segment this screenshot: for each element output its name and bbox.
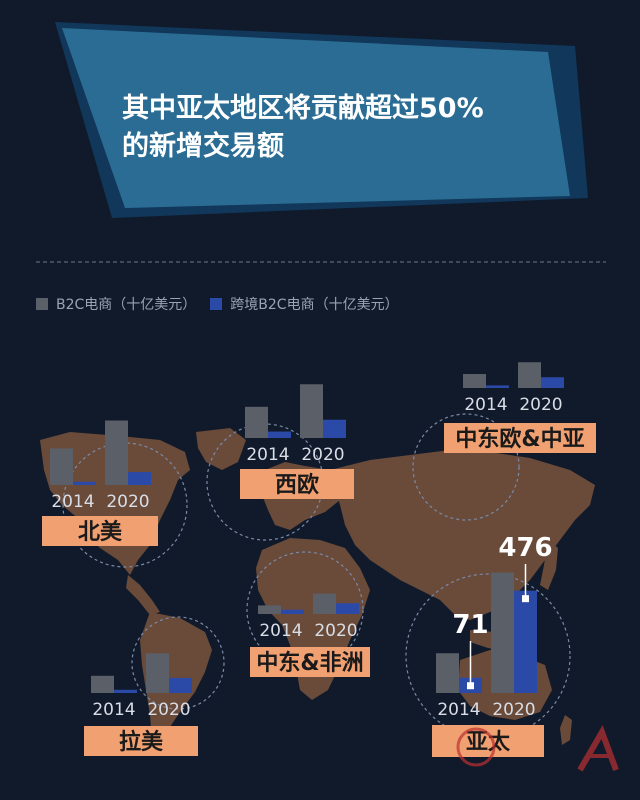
region-2-bar-cross-2020 xyxy=(541,377,564,388)
region-0-bar-b2c-2014 xyxy=(50,448,73,485)
region-3-label-box xyxy=(250,647,370,677)
region-4-tick-2020: 2020 xyxy=(147,700,190,720)
legend: B2C电商（十亿美元） 跨境B2C电商（十亿美元） xyxy=(36,294,413,314)
region-4-bar-cross-2020 xyxy=(169,677,192,693)
legend-label-b2c: B2C电商（十亿美元） xyxy=(56,297,197,313)
legend-swatch-cross xyxy=(210,298,223,310)
region-2-bar-b2c-2020 xyxy=(518,362,541,388)
region-0-tick-2020: 2020 xyxy=(106,492,149,512)
region-0-label-box xyxy=(42,516,158,546)
region-5-annotation-0: 71 xyxy=(452,610,488,640)
region-2-label-box xyxy=(444,423,596,453)
region-4-bar-cross-2014 xyxy=(114,689,137,693)
region-2-label: 中东欧&中亚 xyxy=(455,426,584,452)
region-2-tick-2014: 2014 xyxy=(464,395,507,415)
region-3-bar-b2c-2014 xyxy=(258,605,281,614)
region-0-tick-2014: 2014 xyxy=(51,492,94,512)
region-5-bar-b2c-2014 xyxy=(436,653,459,693)
charts-layer: 2014 2020 北美 2014 2020 西欧 2014 2020 中东欧&中亚 2014 20… xyxy=(42,362,596,757)
region-5-bar-b2c-2020 xyxy=(491,572,514,693)
region-0-bar-cross-2020 xyxy=(128,472,151,485)
region-0-label: 北美 xyxy=(78,519,123,545)
legend-label-cross: 跨境B2C电商（十亿美元） xyxy=(230,297,399,313)
region-1-tick-2014: 2014 xyxy=(246,445,289,465)
region-2-bar-cross-2014 xyxy=(486,385,509,388)
region-3-bar-cross-2014 xyxy=(281,609,304,614)
region-1-bar-b2c-2020 xyxy=(300,384,323,438)
region-4-label-box xyxy=(84,726,198,756)
title-banner xyxy=(55,22,588,218)
region-2-bar-b2c-2014 xyxy=(463,374,486,388)
region-3-bar-cross-2020 xyxy=(336,603,359,614)
region-3-tick-2014: 2014 xyxy=(259,621,302,641)
legend-swatch-b2c xyxy=(36,298,48,310)
region-3-label: 中东&非洲 xyxy=(256,650,363,676)
region-5-annotation-marker-0 xyxy=(467,682,474,690)
region-1-tick-2020: 2020 xyxy=(301,445,344,465)
region-4-bar-b2c-2014 xyxy=(91,675,114,693)
region-4-tick-2014: 2014 xyxy=(92,700,135,720)
region-1-bar-b2c-2014 xyxy=(245,406,268,438)
region-1-label: 西欧 xyxy=(275,472,319,498)
region-5-label-box xyxy=(432,725,544,757)
region-1-label-box xyxy=(240,469,354,499)
region-1-bar-cross-2014 xyxy=(268,431,291,438)
title-line-2: 的新增交易额 xyxy=(122,131,284,162)
region-2-tick-2020: 2020 xyxy=(519,395,562,415)
legend-item-cross: 跨境B2C电商（十亿美元） xyxy=(210,294,399,314)
watermark-logo xyxy=(456,724,619,772)
region-5-tick-2014: 2014 xyxy=(437,700,480,720)
region-5-bar-cross-2020 xyxy=(514,590,537,693)
region-5-tick-2020: 2020 xyxy=(492,700,535,720)
region-5-annotation-1: 476 xyxy=(498,533,552,563)
region-4-label: 拉美 xyxy=(119,729,164,755)
legend-item-b2c: B2C电商（十亿美元） xyxy=(36,294,196,314)
region-3-bar-b2c-2020 xyxy=(313,593,336,614)
title-line-1: 其中亚太地区将贡献超过50% xyxy=(122,93,484,124)
region-0-bar-b2c-2020 xyxy=(105,420,128,485)
region-4-bar-b2c-2020 xyxy=(146,653,169,693)
region-1-bar-cross-2020 xyxy=(323,419,346,438)
region-5-annotation-marker-1 xyxy=(522,595,529,603)
page-title: 其中亚太地区将贡献超过50% 的新增交易额 xyxy=(122,90,542,166)
region-3-tick-2020: 2020 xyxy=(314,621,357,641)
region-0-bar-cross-2014 xyxy=(73,481,96,485)
